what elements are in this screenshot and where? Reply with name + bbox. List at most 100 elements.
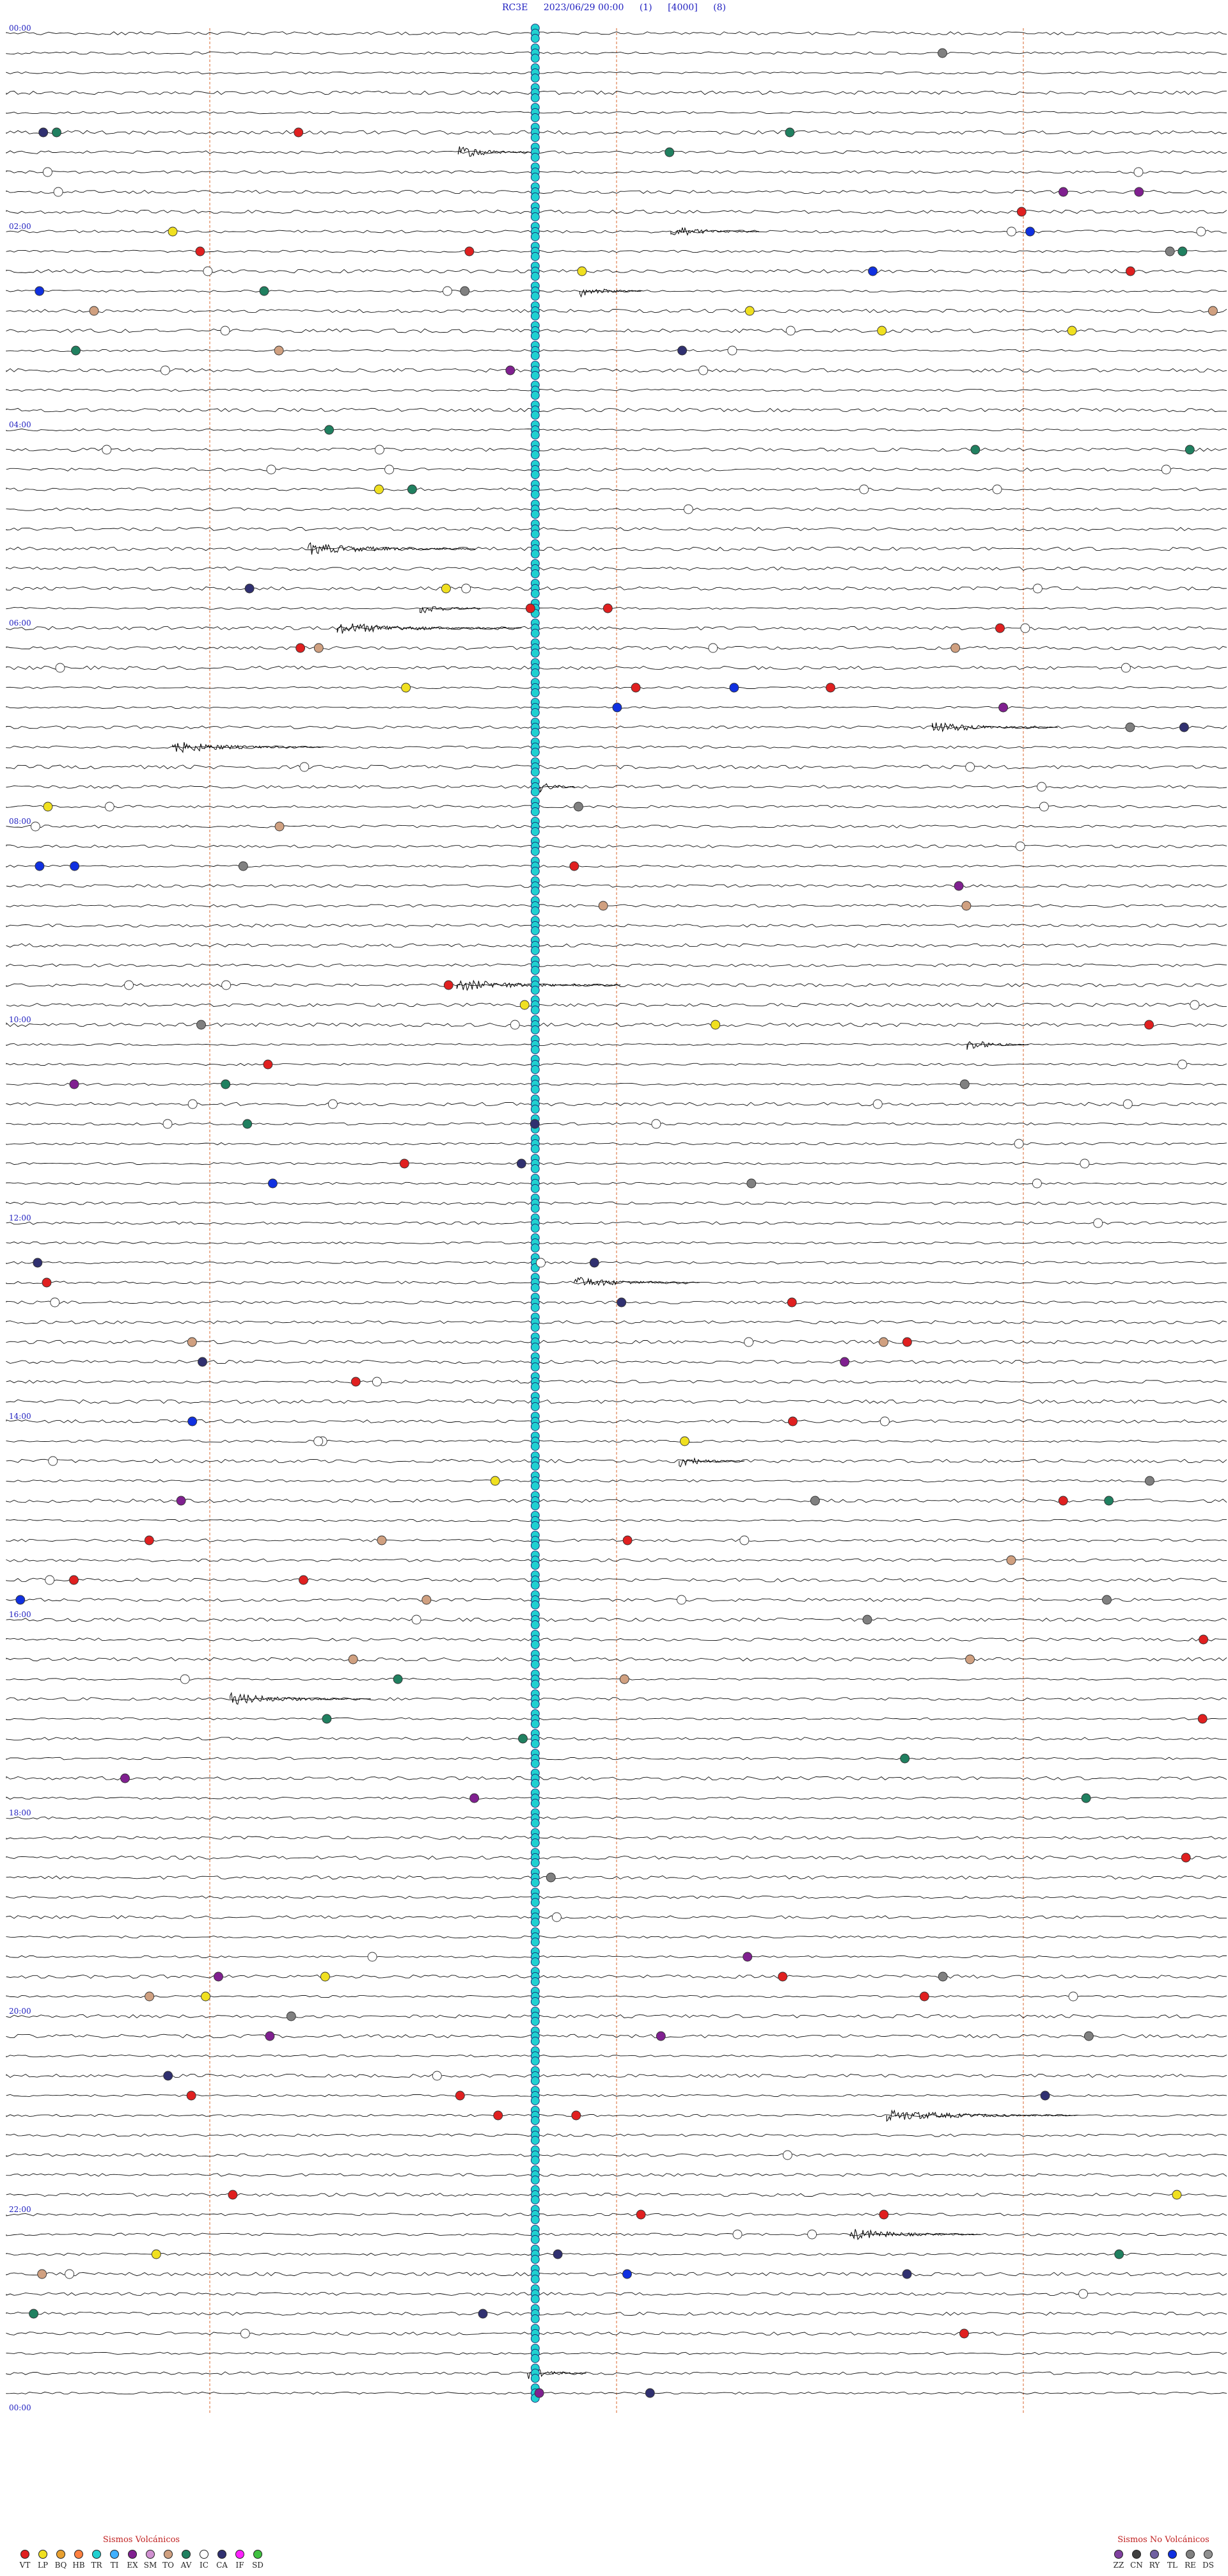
trace-row [6, 1300, 1227, 1304]
trace-row [6, 2213, 1227, 2216]
event-marker-ic [384, 464, 395, 475]
legend-volcanic-code: TI [110, 2561, 119, 2570]
trace-row [6, 1538, 1227, 1542]
event-marker-to [187, 1337, 197, 1347]
legend-volcanic-lp: LP [36, 2550, 50, 2570]
event-marker-ic [1177, 1059, 1188, 1070]
event-marker-tr [530, 2017, 540, 2026]
trace-row [6, 1617, 1227, 1622]
event-marker-av [242, 1119, 253, 1129]
event-marker-re [959, 1079, 970, 1089]
legend-volcanic-code: LP [37, 2561, 49, 2570]
legend-volcanic-swatch [182, 2550, 191, 2559]
event-marker-tr [530, 331, 540, 340]
legend-volcanic-title: Sismos Volcánicos [102, 2535, 180, 2545]
event-marker-ex [998, 702, 1009, 713]
trace-row [6, 2054, 1227, 2058]
event-marker-tr [530, 391, 540, 400]
event-marker-av [29, 2309, 39, 2319]
trace-row [6, 2014, 1227, 2019]
legend-non-volcanic-tl: TL [1165, 2550, 1179, 2570]
event-marker-tr [530, 1719, 540, 1728]
event-marker-tr [530, 2235, 540, 2244]
event-marker-ic [162, 1119, 173, 1129]
event-marker-av [970, 445, 980, 455]
event-marker-lp [877, 326, 887, 336]
trace-row [6, 2073, 1227, 2078]
event-marker-av [785, 127, 795, 138]
trace-row [6, 2173, 1227, 2177]
trace-row [6, 864, 1227, 868]
trace-row [6, 1201, 1227, 1205]
trace-row [6, 2292, 1227, 2296]
trace-row [6, 586, 1227, 591]
legend-volcanic-sm: SM [143, 2550, 157, 2570]
event-marker-re [746, 1178, 757, 1189]
trace-row [6, 1380, 1227, 1384]
trace-row [6, 1002, 1227, 1007]
event-marker-ic [203, 266, 213, 276]
event-marker-ic [1039, 802, 1049, 812]
event-marker-tr [530, 1640, 540, 1649]
legend-non-volcanic-code: DS [1202, 2561, 1214, 2570]
legend-non-volcanic-zz: ZZ [1112, 2550, 1126, 2570]
event-marker-ic [42, 167, 52, 177]
event-marker-av [259, 286, 269, 296]
event-marker-tr [530, 1045, 540, 1054]
trace-row [6, 1399, 1227, 1404]
event-marker-tr [530, 1977, 540, 1986]
event-marker-tr [530, 1739, 540, 1748]
event-marker-to [348, 1654, 358, 1664]
event-marker-re [938, 1972, 948, 1982]
event-marker-re [1083, 2031, 1094, 2041]
trace-row [6, 487, 1227, 491]
event-marker-tr [530, 1938, 540, 1947]
trace-row [6, 764, 1227, 770]
legend-volcanic-tr: TR [90, 2550, 104, 2570]
event-marker-vt [622, 1535, 633, 1545]
event-marker-ic [1161, 464, 1171, 475]
event-marker-ic [1093, 1218, 1103, 1228]
event-marker-tr [530, 1144, 540, 1153]
event-marker-tr [530, 1006, 540, 1015]
event-marker-ca [163, 2071, 173, 2081]
trace-row [6, 1657, 1227, 1662]
legend-non-volcanic-ds: DS [1201, 2550, 1215, 2570]
trace-row [6, 2153, 1227, 2157]
event-marker-ic [510, 1020, 520, 1030]
event-marker-ic [160, 365, 170, 375]
trace-row [6, 170, 1227, 174]
event-marker-av [665, 147, 675, 157]
event-marker-tr [530, 1462, 540, 1471]
legend-non-volcanic-swatch [1150, 2550, 1159, 2559]
event-marker-to [619, 1674, 629, 1684]
trace-row [6, 785, 1227, 789]
event-marker-vt [263, 1059, 273, 1070]
event-marker-tr [530, 470, 540, 479]
event-marker-tr [530, 530, 540, 539]
event-marker-ca [617, 1297, 627, 1308]
event-marker-lp [490, 1476, 500, 1486]
event-marker-tr [530, 708, 540, 717]
trace-row [6, 1082, 1227, 1086]
trace-burst [539, 783, 575, 793]
event-marker-re [938, 48, 947, 58]
trace-row [6, 725, 1227, 729]
event-marker-ex [469, 1793, 480, 1803]
event-marker-ic [221, 980, 232, 990]
event-marker-tr [530, 1561, 540, 1570]
event-marker-tr [530, 1323, 540, 1332]
legend-non-volcanic-title: Sismos No Volcánicos [1117, 2535, 1209, 2545]
event-marker-tr [530, 1759, 540, 1768]
event-marker-ic [65, 2269, 75, 2279]
event-marker-av [1081, 1793, 1091, 1803]
time-label: 14:00 [9, 1412, 31, 1421]
event-marker-ex [656, 2031, 666, 2041]
event-marker-re [1125, 722, 1135, 732]
event-marker-tr [530, 1620, 540, 1629]
event-marker-av [52, 127, 61, 138]
trace-row [6, 1419, 1227, 1424]
trace-row [6, 2351, 1227, 2355]
event-marker-re [546, 1872, 556, 1883]
event-marker-vt [636, 2209, 646, 2220]
